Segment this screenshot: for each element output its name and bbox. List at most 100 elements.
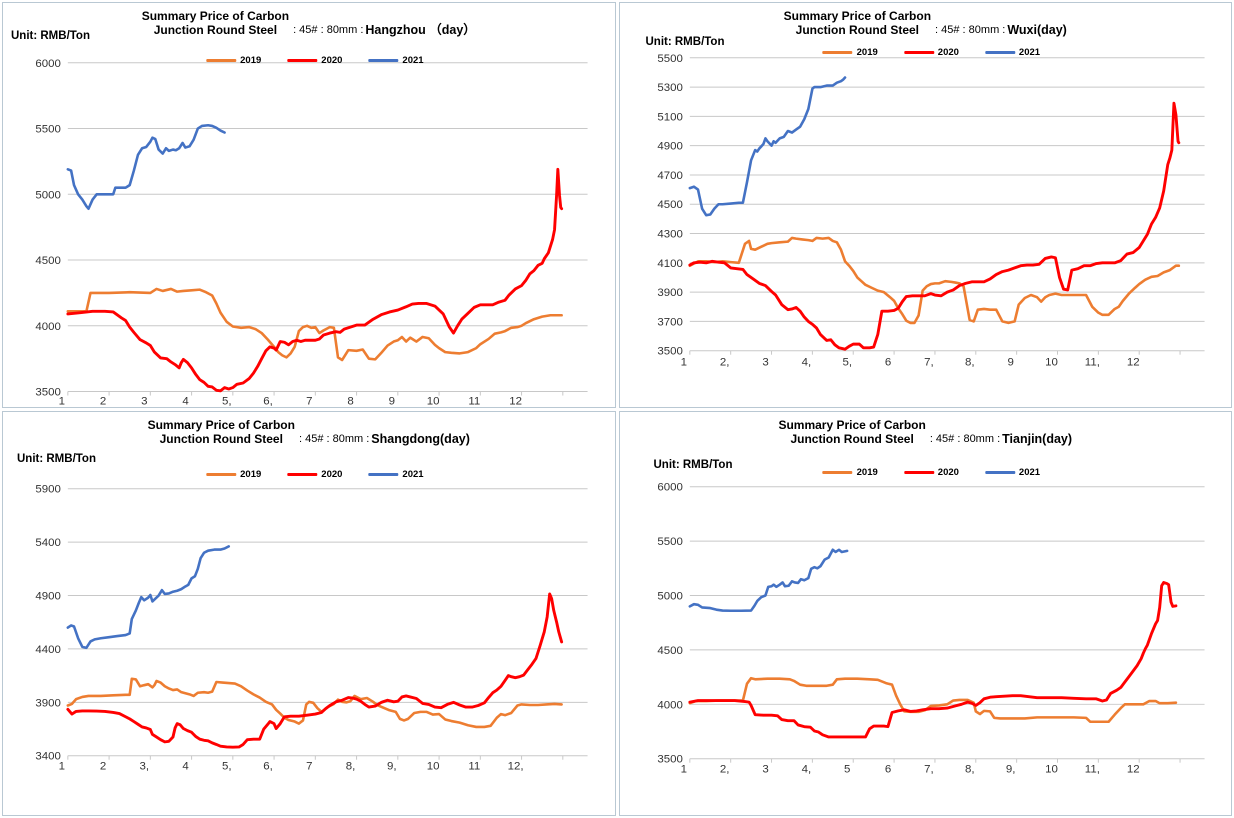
x-tick-label: 11, — [1084, 357, 1099, 369]
x-tick-label: 9 — [389, 396, 395, 407]
unit-label: Unit: RMB/Ton — [653, 458, 733, 471]
series-line-2021 — [688, 76, 846, 217]
x-tick-label: 10 — [1045, 763, 1058, 775]
x-tick-label: 2 — [100, 396, 106, 407]
unit-label: Unit: RMB/Ton — [645, 36, 725, 48]
x-tick-label: 11 — [468, 396, 480, 407]
legend-swatch-2019 — [822, 51, 853, 54]
legend-label: 2020 — [937, 47, 959, 58]
y-tick-label: 3700 — [657, 316, 683, 328]
series-line-2020 — [687, 101, 1180, 351]
chart-title: Summary Price of Carbon Junction Round S… — [620, 418, 1232, 446]
y-tick-label: 3400 — [35, 750, 61, 762]
y-tick-label: 4700 — [657, 170, 683, 182]
unit-label: Unit: RMB/Ton — [17, 452, 96, 465]
y-tick-label: 3900 — [35, 697, 61, 709]
y-tick-label: 5400 — [35, 537, 61, 549]
title-line1: Summary Price of Carbon — [147, 417, 295, 432]
x-tick-label: 12 — [1126, 763, 1139, 775]
series-line-2021 — [688, 547, 848, 612]
title-spec: : 45# : 80mm : — [298, 432, 370, 445]
legend: 2019 2020 2021 — [822, 467, 1040, 478]
legend-swatch-2021 — [368, 472, 399, 476]
x-tick-label: 12, — [508, 760, 524, 772]
title-line1: Summary Price of Carbon — [778, 417, 926, 432]
legend-swatch-2019 — [206, 59, 237, 62]
title-main: Summary Price of Carbon Junction Round S… — [778, 418, 925, 446]
x-tick-label: 5, — [842, 357, 852, 369]
x-tick-label: 11 — [468, 760, 480, 772]
x-tick-label: 2, — [719, 763, 729, 775]
legend-swatch-2021 — [984, 51, 1015, 54]
x-tick-label: 3 — [762, 357, 768, 369]
y-tick-label: 5900 — [35, 483, 61, 495]
legend-label: 2019 — [856, 47, 878, 58]
legend-item-2020: 2020 — [287, 55, 342, 66]
legend-item-2019: 2019 — [206, 469, 261, 480]
title-line2: Junction Round Steel — [795, 23, 920, 37]
legend-item-2020: 2020 — [903, 47, 959, 58]
legend: 2019 2020 2021 — [206, 55, 424, 66]
legend-label: 2019 — [240, 468, 262, 480]
y-tick-label: 3500 — [657, 346, 683, 358]
legend-label: 2019 — [240, 55, 262, 66]
y-tick-label: 5500 — [657, 53, 683, 65]
x-tick-label: 6, — [263, 760, 273, 772]
x-tick-label: 6, — [263, 396, 273, 407]
x-tick-label: 7, — [924, 763, 934, 775]
title-main: Summary Price of Carbon Junction Round S… — [142, 9, 289, 37]
x-tick-label: 5 — [844, 763, 850, 775]
x-tick-label: 1 — [680, 763, 686, 775]
x-tick-label: 11, — [1084, 763, 1099, 775]
legend-item-2021: 2021 — [984, 467, 1040, 478]
x-tick-label: 12 — [509, 396, 522, 407]
y-tick-label: 5000 — [657, 590, 683, 602]
series-line-2021 — [66, 123, 226, 211]
series-line-2020 — [66, 591, 564, 749]
line-plot: 5500 5300 5100 4900 4700 4500 4300 4100 3900 3700… — [657, 53, 1205, 369]
y-tick-label: 4400 — [35, 643, 61, 655]
y-tick-label: 4900 — [35, 590, 61, 602]
title-line2: Junction Round Steel — [790, 431, 914, 446]
y-tick-label: 6000 — [657, 481, 683, 493]
legend-swatch-2021 — [368, 59, 399, 62]
x-tick-label: 1 — [59, 760, 65, 772]
x-tick-label: 6 — [884, 763, 890, 775]
x-tick-label: 2, — [719, 357, 729, 369]
x-tick-label: 8 — [347, 396, 353, 407]
chart-title: Summary Price of Carbon Junction Round S… — [3, 9, 615, 37]
y-tick-label: 5500 — [35, 124, 61, 136]
y-tick-label: 3900 — [657, 287, 683, 299]
y-tick-label: 5000 — [35, 189, 61, 201]
legend-label: 2021 — [402, 468, 424, 480]
x-tick-label: 7 — [306, 760, 312, 772]
series-line-2019 — [66, 677, 563, 728]
x-tick-label: 7 — [306, 396, 312, 407]
y-tick-label: 4000 — [657, 699, 683, 711]
title-main: Summary Price of Carbon Junction Round S… — [148, 418, 295, 446]
title-line2: Junction Round Steel — [159, 431, 283, 446]
chart-panel-shangdong: Summary Price of Carbon Junction Round S… — [2, 410, 616, 816]
legend-swatch-2020 — [287, 472, 318, 476]
legend-item-2019: 2019 — [822, 47, 878, 58]
y-tick-label: 5100 — [657, 111, 683, 123]
x-tick-label: 12 — [1126, 357, 1139, 369]
y-tick-label: 4900 — [657, 141, 683, 153]
legend-swatch-2019 — [206, 472, 237, 476]
legend-item-2021: 2021 — [984, 47, 1040, 58]
legend-item-2019: 2019 — [206, 55, 261, 66]
legend-swatch-2021 — [984, 470, 1015, 474]
y-tick-label: 4500 — [657, 199, 683, 211]
title-line2: Junction Round Steel — [153, 23, 278, 37]
series-line-2020 — [66, 167, 564, 393]
title-city: Tianjin(day) — [1002, 431, 1073, 446]
y-tick-label: 4100 — [657, 258, 683, 270]
title-line1: Summary Price of Carbon — [141, 9, 290, 23]
chart-title: Summary Price of Carbon Junction Round S… — [620, 9, 1232, 37]
legend-item-2021: 2021 — [368, 55, 424, 66]
x-tick-label: 3 — [762, 763, 768, 775]
